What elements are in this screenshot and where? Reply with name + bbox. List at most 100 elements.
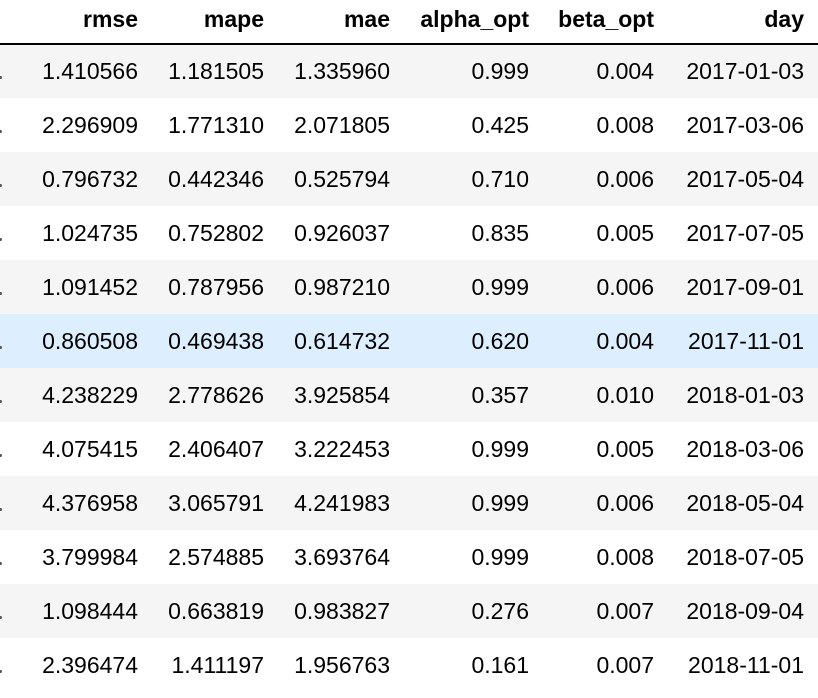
row-padding: [804, 530, 818, 584]
cell-beta-opt: 0.007: [596, 651, 654, 678]
cell-alpha-opt: 0.999: [471, 58, 529, 84]
cell-day: 2017-05-04: [686, 165, 804, 192]
table-row: 2.296909 1.771310 2.071805 0.425 0.008 2017-0…: [0, 98, 818, 152]
row-index-cell: [0, 530, 18, 584]
cell-alpha-opt: 0.835: [471, 219, 529, 246]
table-row: 0.796732 0.442346 0.525794 0.710 0.006 2017-0…: [0, 152, 818, 206]
cell-beta-opt: 0.006: [596, 489, 654, 516]
row-padding: [804, 44, 818, 98]
cell-rmse: 2.296909: [42, 111, 138, 138]
row-padding: [804, 314, 818, 368]
cell-beta-opt: 0.004: [596, 58, 654, 84]
cell-mape: 0.469438: [168, 327, 264, 354]
cell-mae: 0.987210: [294, 273, 390, 300]
row-padding: [804, 422, 818, 476]
column-header-day: day: [654, 0, 804, 45]
row-index-cell: [0, 260, 18, 314]
cell-beta-opt: 0.008: [596, 543, 654, 570]
cell-rmse: 4.238229: [42, 381, 138, 408]
cell-day: 2018-05-04: [686, 489, 804, 516]
table-header: rmse mape mae alpha_opt beta_opt day: [0, 0, 818, 45]
cell-alpha-opt: 0.276: [471, 597, 529, 624]
cell-day: 2018-01-03: [686, 381, 804, 408]
cell-mae: 0.926037: [294, 219, 390, 246]
row-index-marker: [0, 76, 2, 79]
cell-day: 2018-09-04: [686, 597, 804, 624]
cell-mape: 3.065791: [168, 489, 264, 516]
row-index-marker: [0, 399, 2, 403]
table-row: 1.091452 0.787956 0.987210 0.999 0.006 2017-0…: [0, 260, 818, 314]
cell-mape: 1.411197: [171, 651, 264, 678]
table-row: 1.098444 0.663819 0.983827 0.276 0.007 2018-0…: [0, 584, 818, 638]
cell-mae: 1.956763: [294, 651, 390, 678]
cell-mae: 3.222453: [294, 435, 390, 462]
row-padding: [804, 152, 818, 206]
row-index-cell: [0, 206, 18, 260]
cell-mape: 1.771310: [168, 111, 264, 138]
cell-rmse: 4.075415: [42, 435, 138, 462]
cell-day: 2017-03-06: [686, 111, 804, 138]
cell-mape: 0.442346: [168, 165, 264, 192]
table-body: 1.410566 1.181505 1.335960 0.999 0.004 2017-0…: [0, 44, 818, 692]
cell-rmse: 0.860508: [42, 327, 138, 354]
row-padding: [804, 368, 818, 422]
cell-rmse: 3.799984: [42, 543, 138, 570]
cell-mae: 0.983827: [294, 597, 390, 624]
column-header-beta-opt: beta_opt: [529, 0, 654, 45]
row-padding: [804, 638, 818, 692]
cell-beta-opt: 0.007: [596, 597, 654, 624]
row-index-marker: [0, 615, 2, 619]
cell-mae: 0.614732: [294, 327, 390, 354]
table-row: 3.799984 2.574885 3.693764 0.999 0.008 2018-0…: [0, 530, 818, 584]
cell-mae: 3.693764: [294, 543, 390, 570]
cell-mape: 0.663819: [168, 597, 264, 624]
cell-rmse: 1.024735: [42, 219, 138, 246]
cell-beta-opt: 0.005: [596, 435, 654, 462]
cell-beta-opt: 0.008: [596, 111, 654, 138]
row-index-cell: [0, 638, 18, 692]
table-row: 2.396474 1.411197 1.956763 0.161 0.007 2018-1…: [0, 638, 818, 692]
row-index-cell: [0, 368, 18, 422]
cell-alpha-opt: 0.999: [471, 489, 529, 516]
row-index-marker: [0, 129, 2, 133]
row-index-marker: [0, 237, 2, 241]
header-row: rmse mape mae alpha_opt beta_opt day: [0, 0, 818, 45]
cell-rmse: 4.376958: [42, 489, 138, 516]
cell-mae: 1.335960: [294, 58, 390, 84]
row-index-marker: [0, 291, 2, 295]
cell-mape: 1.181505: [168, 58, 264, 84]
row-index-cell: [0, 152, 18, 206]
cell-day: 2018-07-05: [686, 543, 804, 570]
cell-beta-opt: 0.006: [596, 165, 654, 192]
cell-rmse: 1.410566: [42, 58, 138, 84]
cell-alpha-opt: 0.425: [471, 111, 529, 138]
cell-mape: 2.406407: [168, 435, 264, 462]
row-index-cell: [0, 44, 18, 98]
row-index-cell: [0, 314, 18, 368]
cell-alpha-opt: 0.620: [471, 327, 529, 354]
row-index-marker: [0, 507, 2, 511]
row-padding: [804, 584, 818, 638]
cell-alpha-opt: 0.999: [471, 543, 529, 570]
cell-day: 2018-11-01: [688, 651, 804, 678]
cell-day: 2018-03-06: [686, 435, 804, 462]
cell-mae: 4.241983: [294, 489, 390, 516]
table-row: 1.024735 0.752802 0.926037 0.835 0.005 2017-0…: [0, 206, 818, 260]
cell-beta-opt: 0.004: [596, 327, 654, 354]
cell-alpha-opt: 0.999: [471, 273, 529, 300]
row-padding: [804, 260, 818, 314]
cell-day: 2017-09-01: [686, 273, 804, 300]
row-index-marker: [0, 669, 2, 673]
cell-beta-opt: 0.010: [596, 381, 654, 408]
cell-mape: 0.752802: [168, 219, 264, 246]
row-index-marker: [0, 345, 2, 349]
row-index-cell: [0, 476, 18, 530]
cell-mape: 2.778626: [168, 381, 264, 408]
row-index-cell: [0, 98, 18, 152]
header-padding: [804, 0, 818, 45]
cell-rmse: 1.091452: [42, 273, 138, 300]
row-index-cell: [0, 584, 18, 638]
cell-alpha-opt: 0.161: [471, 651, 529, 678]
